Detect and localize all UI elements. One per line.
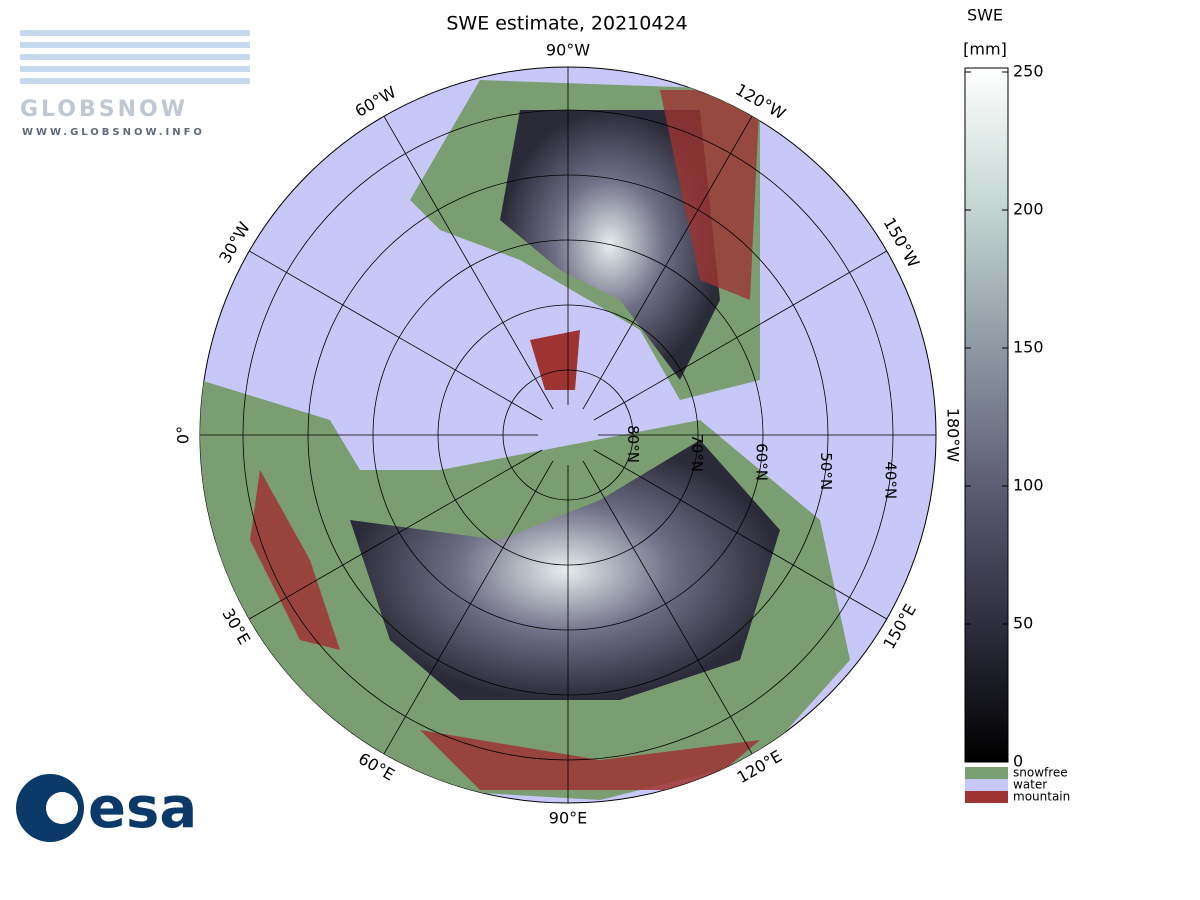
class-swatch — [965, 791, 1008, 803]
meridian — [582, 116, 753, 410]
class-label: snowfree — [1013, 766, 1068, 780]
meridian — [593, 250, 887, 421]
colorbar-title: SWE — [967, 6, 1003, 25]
map: 40°N50°N60°N70°N80°N0°30°W60°W90°W120°W1… — [174, 41, 963, 828]
parallel-label: 40°N — [881, 461, 899, 499]
class-label: water — [1013, 778, 1047, 792]
colorbar-tick-label: 150 — [1013, 338, 1044, 357]
title: SWE estimate, 20210424 — [446, 13, 687, 35]
logo-url: WWW.GLOBSNOW.INFO — [22, 127, 205, 138]
class-swatch — [965, 779, 1008, 791]
globsnow-logo: GLOBSNOW WWW.GLOBSNOW.INFO — [20, 30, 250, 138]
meridian — [593, 449, 887, 620]
meridian-label: 0° — [174, 426, 193, 444]
logo-text: GLOBSNOW — [20, 97, 188, 122]
colorbar-tick-label: 0 — [1013, 752, 1023, 771]
parallel-label: 70°N — [688, 434, 706, 472]
meridian — [249, 250, 543, 421]
meridian — [383, 116, 554, 410]
colorbar-tick-label: 100 — [1013, 476, 1044, 495]
meridian — [249, 449, 543, 620]
colorbar: SWE [mm] 0 50 100 150 200 250 snowfreewatermou… — [963, 6, 1070, 804]
colorbar-ramp — [964, 67, 1009, 763]
esa-text: esa — [88, 776, 197, 841]
meridian-label: 90°E — [549, 809, 587, 828]
parallel-label: 60°N — [753, 443, 771, 481]
parallel-label: 50°N — [817, 452, 835, 490]
meridian-label: 90°W — [546, 41, 590, 60]
meridian — [383, 460, 554, 754]
meridian-label: 180°W — [944, 408, 963, 463]
colorbar-unit: [mm] — [963, 40, 1007, 59]
meridian — [582, 460, 753, 754]
esa-logo: esa — [16, 774, 197, 842]
colorbar-tick-label: 50 — [1013, 614, 1033, 633]
colorbar-tick-label: 250 — [1013, 62, 1044, 81]
colorbar-tick-label: 200 — [1013, 200, 1044, 219]
land — [200, 80, 850, 800]
class-swatch — [965, 767, 1008, 779]
class-label: mountain — [1013, 790, 1070, 804]
parallel-label: 80°N — [624, 425, 642, 463]
